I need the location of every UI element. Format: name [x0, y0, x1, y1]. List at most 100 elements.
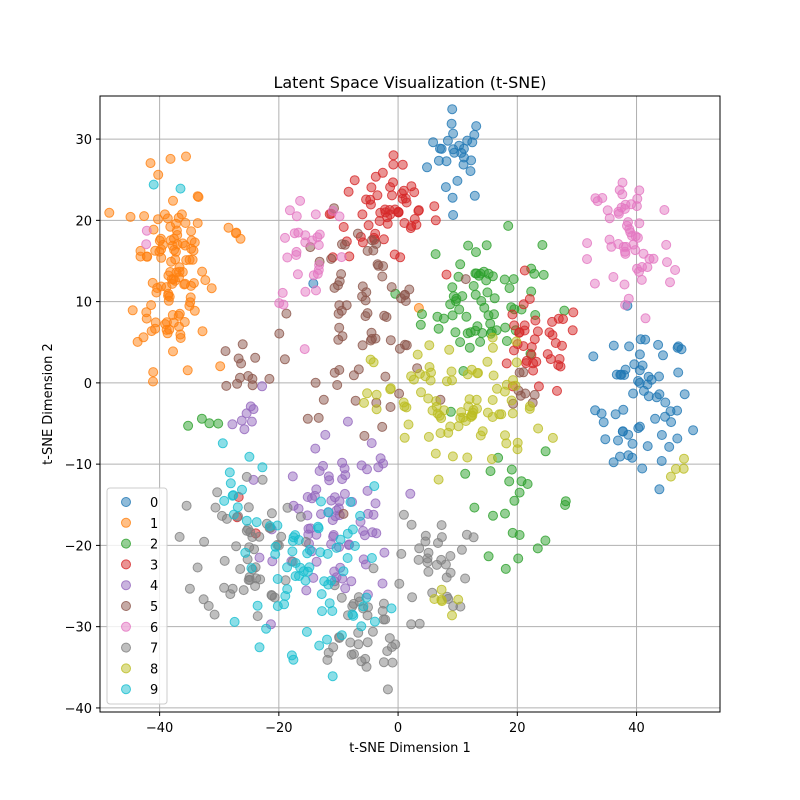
scatter-point-class-7	[210, 502, 221, 513]
scatter-point-class-0	[638, 385, 649, 396]
scatter-point-class-0	[471, 121, 482, 132]
scatter-point-class-1	[147, 277, 158, 288]
scatter-point-class-6	[648, 253, 659, 264]
scatter-point-class-7	[219, 582, 230, 593]
scatter-point-class-8	[466, 364, 477, 375]
scatter-point-class-7	[353, 639, 364, 650]
scatter-point-class-5	[237, 339, 248, 350]
y-tick-label: −20	[65, 539, 92, 554]
scatter-point-class-0	[656, 430, 667, 440]
x-axis-label: t-SNE Dimension 1	[349, 741, 471, 756]
scatter-point-class-6	[604, 234, 615, 245]
scatter-point-class-6	[141, 239, 152, 250]
scatter-point-class-2	[454, 304, 465, 315]
scatter-point-class-5	[359, 430, 370, 441]
scatter-point-class-3	[501, 358, 512, 369]
scatter-point-class-2	[477, 328, 488, 338]
scatter-point-class-3	[357, 209, 368, 220]
scatter-point-class-5	[333, 334, 344, 345]
scatter-point-class-9	[336, 630, 347, 641]
scatter-point-class-5	[350, 395, 361, 406]
scatter-point-class-0	[447, 192, 458, 203]
legend-marker-1	[121, 517, 131, 528]
scatter-point-class-9	[323, 507, 334, 518]
scatter-point-class-9	[257, 462, 268, 473]
scatter-point-class-4	[327, 515, 338, 526]
scatter-point-class-2	[447, 282, 458, 293]
scatter-point-class-4	[340, 583, 351, 594]
scatter-point-class-9	[282, 562, 293, 573]
scatter-point-class-7	[436, 520, 447, 531]
scatter-point-class-5	[371, 238, 382, 249]
scatter-point-class-7	[203, 600, 214, 611]
scatter-point-class-8	[524, 403, 535, 414]
legend-marker-9	[121, 684, 131, 695]
scatter-point-class-6	[642, 262, 653, 273]
scatter-point-class-1	[148, 376, 158, 387]
scatter-point-class-7	[243, 502, 254, 513]
scatter-point-class-1	[188, 245, 199, 256]
scatter-point-class-6	[291, 211, 302, 222]
scatter-point-class-9	[264, 521, 275, 532]
scatter-point-class-6	[299, 344, 310, 355]
scatter-point-class-8	[460, 416, 471, 426]
scatter-point-class-3	[372, 190, 383, 201]
scatter-point-class-2	[513, 553, 524, 564]
scatter-point-class-1	[164, 291, 175, 302]
scatter-point-class-4	[227, 419, 238, 430]
scatter-point-class-4	[254, 552, 265, 563]
scatter-point-class-8	[423, 431, 434, 442]
scatter-point-class-6	[282, 252, 293, 263]
scatter-point-class-7	[407, 592, 418, 603]
scatter-point-class-2	[483, 551, 494, 562]
scatter-point-class-5	[352, 228, 363, 239]
x-tick-label: 40	[628, 721, 645, 736]
scatter-point-class-7	[445, 551, 456, 561]
scatter-point-class-5	[385, 335, 396, 346]
scatter-point-class-9	[224, 467, 235, 478]
scatter-point-class-3	[385, 182, 396, 193]
scatter-point-class-5	[518, 367, 529, 378]
scatter-point-class-7	[336, 592, 347, 603]
scatter-point-class-7	[181, 500, 192, 511]
scatter-point-class-0	[634, 349, 645, 360]
scatter-point-class-6	[640, 313, 651, 324]
scatter-point-class-8	[472, 403, 482, 414]
scatter-point-class-4	[257, 381, 268, 392]
scatter-point-class-0	[600, 434, 611, 445]
scatter-point-class-2	[476, 296, 487, 306]
scatter-point-class-8	[362, 388, 373, 399]
scatter-point-class-8	[500, 430, 510, 441]
scatter-point-class-9	[345, 497, 356, 507]
scatter-point-class-1	[231, 227, 242, 238]
scatter-point-class-3	[388, 150, 399, 161]
scatter-point-class-6	[638, 248, 649, 259]
scatter-point-class-0	[624, 341, 635, 352]
scatter-point-class-2	[481, 240, 492, 251]
scatter-point-class-8	[447, 451, 458, 462]
scatter-point-class-6	[292, 269, 303, 280]
scatter-point-class-9	[254, 642, 265, 653]
y-tick-label: 30	[75, 133, 92, 148]
scatter-point-class-8	[471, 394, 482, 405]
scatter-point-class-5	[250, 352, 261, 363]
scatter-point-class-4	[366, 438, 377, 449]
scatter-point-class-3	[567, 325, 578, 336]
scatter-point-class-3	[365, 194, 376, 205]
scatter-point-class-1	[138, 332, 149, 343]
scatter-point-class-3	[544, 327, 555, 338]
scatter-point-class-4	[311, 556, 322, 567]
scatter-point-class-3	[370, 171, 381, 182]
scatter-point-class-5	[220, 346, 231, 357]
scatter-point-class-0	[459, 152, 469, 163]
scatter-point-class-7	[414, 543, 425, 554]
scatter-point-class-4	[337, 457, 348, 468]
scatter-point-class-7	[423, 547, 434, 558]
scatter-point-class-7	[345, 637, 356, 648]
scatter-point-class-5	[400, 296, 411, 306]
scatter-point-class-8	[512, 437, 523, 448]
scatter-point-class-1	[176, 209, 187, 220]
scatter-point-class-3	[532, 326, 543, 337]
scatter-point-class-5	[357, 340, 368, 351]
scatter-point-class-6	[300, 286, 311, 297]
